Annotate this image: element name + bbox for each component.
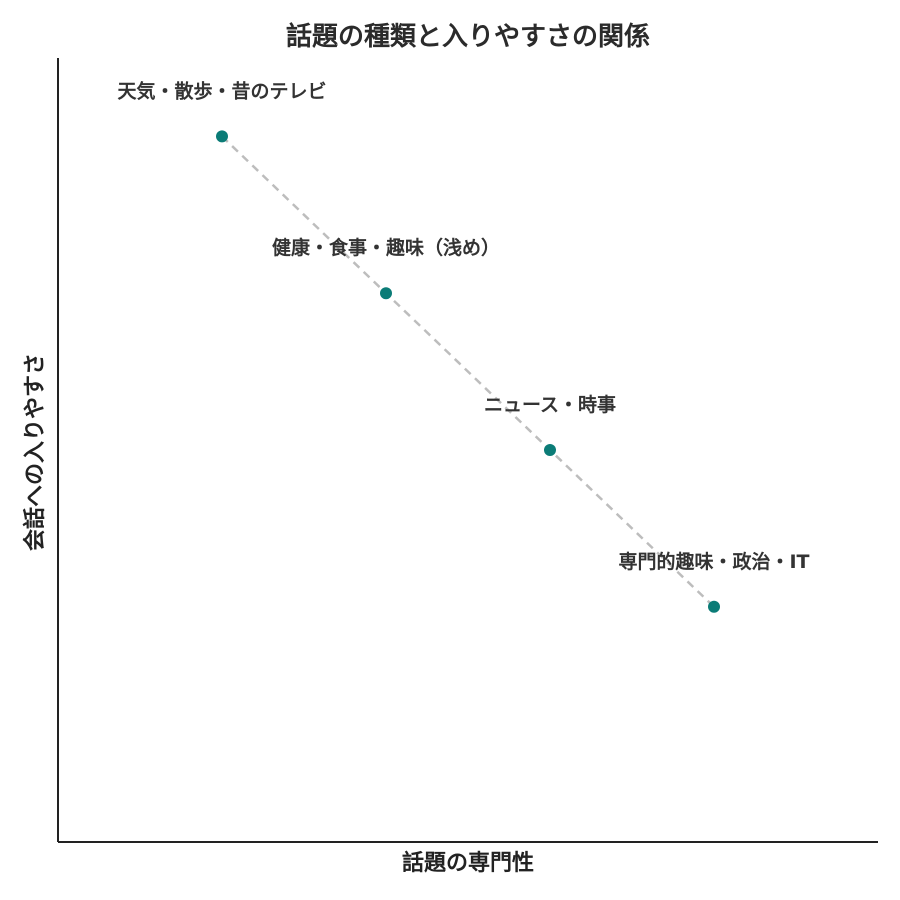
data-point-3 (544, 444, 556, 456)
points-layer (216, 130, 720, 613)
data-point-label-2: 健康・食事・趣味（浅め） (272, 236, 500, 259)
x-axis-label: 話題の専門性 (402, 850, 534, 876)
data-point-2 (380, 287, 392, 300)
data-point-1 (216, 130, 228, 143)
data-point-label-3: ニュース・時事 (484, 393, 616, 416)
data-point-label-1: 天気・散歩・昔のテレビ (117, 79, 326, 102)
trend-line (221, 135, 715, 608)
trend-layer (221, 135, 715, 608)
data-point-label-4: 専門的趣味・政治・IT (618, 550, 809, 573)
y-axis-label: 会話への入りやすさ (22, 353, 48, 551)
chart-title: 話題の種類と入りやすさの関係 (286, 21, 650, 52)
data-point-4 (708, 600, 720, 613)
